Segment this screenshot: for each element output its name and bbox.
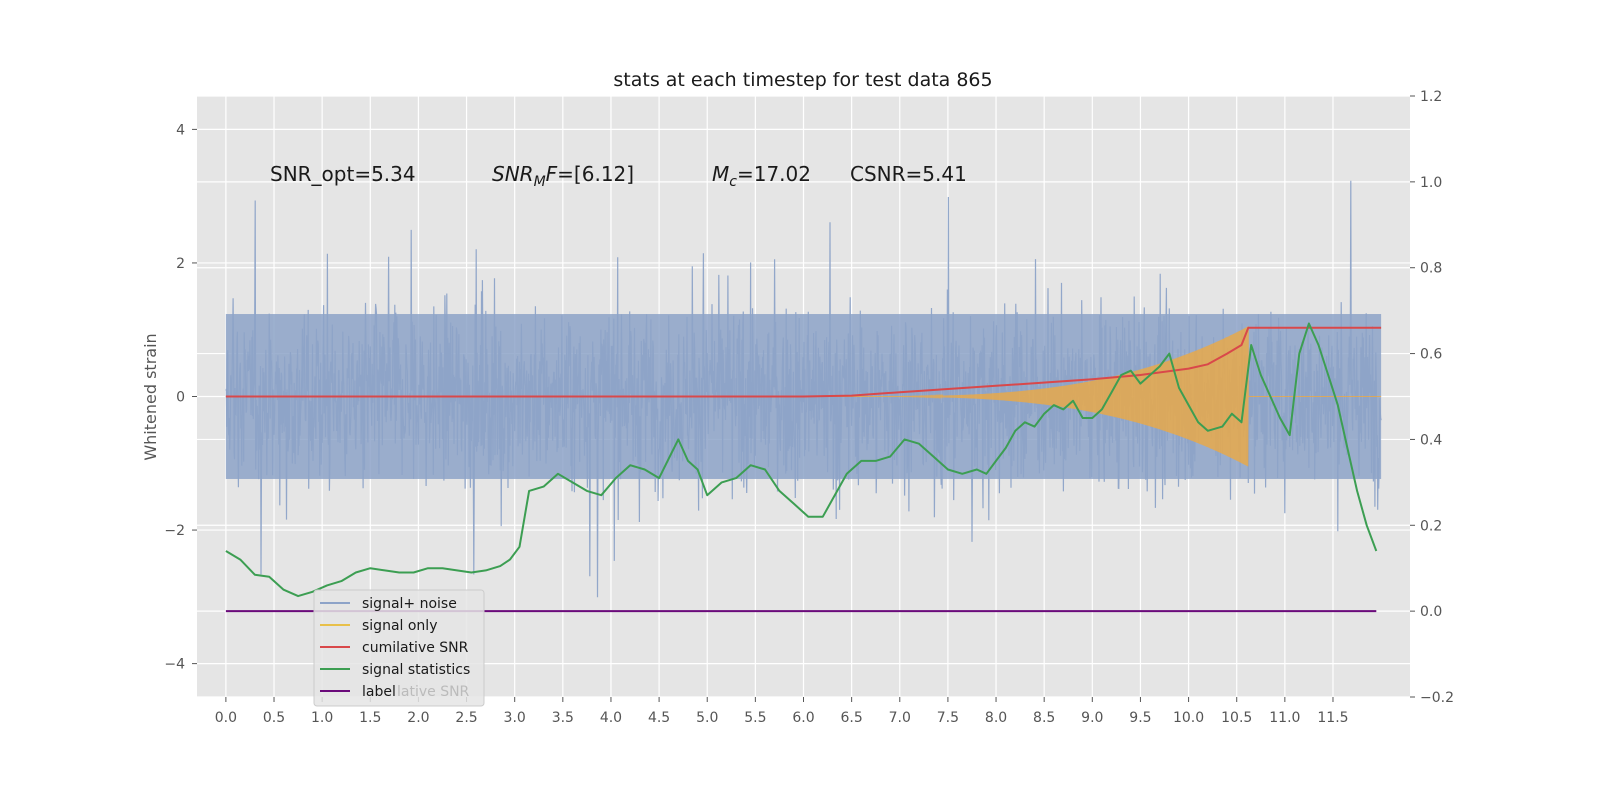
- legend-entry-signal-noise: signal+ noise: [362, 596, 457, 612]
- x-tick-label: 10.0: [1173, 710, 1204, 726]
- y-right-tick-label: 0.0: [1420, 604, 1442, 620]
- x-tick-label: 0.5: [263, 710, 285, 726]
- y-tick-label: 4: [176, 122, 185, 138]
- x-tick-label: 1.5: [359, 710, 381, 726]
- chart-title: stats at each timestep for test data 865: [613, 69, 992, 91]
- x-tick-label: 8.0: [985, 710, 1007, 726]
- x-tick-label: 6.0: [792, 710, 814, 726]
- x-tick-label: 9.0: [1081, 710, 1103, 726]
- x-tick-label: 7.5: [937, 710, 959, 726]
- annotation-mc-value: =17.02: [737, 162, 811, 186]
- y-tick-label: −2: [164, 523, 185, 539]
- legend-entry-signal-only: signal only: [362, 618, 437, 634]
- annotation-csnr: CSNR=5.41: [850, 162, 967, 186]
- x-tick-label: 8.5: [1033, 710, 1055, 726]
- y-right-tick-label: 0.2: [1420, 518, 1442, 534]
- x-tick-label: 4.0: [600, 710, 622, 726]
- x-tick-label: 5.0: [696, 710, 718, 726]
- legend: signal+ noise signal only cumilative SNR…: [313, 589, 485, 707]
- x-tick-label: 0.0: [215, 710, 237, 726]
- y-tick-label: −4: [164, 657, 185, 673]
- x-tick-label: 9.5: [1129, 710, 1151, 726]
- x-tick-label: 6.5: [841, 710, 863, 726]
- x-tick-label: 10.5: [1221, 710, 1252, 726]
- x-tick-label: 4.5: [648, 710, 670, 726]
- annotations: SNR_opt=5.34 SNRMF=[6.12] Mc=17.02 CSNR=…: [270, 162, 967, 190]
- y-right-tick-label: 1.0: [1420, 175, 1442, 191]
- y-axis-label: Whitened strain: [141, 333, 160, 460]
- legend-entry-signal-statistics: signal statistics: [362, 662, 470, 678]
- y-right-tick-label: 1.2: [1420, 89, 1442, 105]
- series-signal-only: [225, 326, 1382, 467]
- y-tick-label: 2: [176, 256, 185, 272]
- cumulative-snr-line: [225, 326, 1382, 398]
- axes: 0.0 0.5 1.0 1.5 2.0 2.5 3.0 3.5 4.0 4.5 5.0 5.5 6.0 6…: [164, 89, 1454, 726]
- x-tick-label: 5.5: [744, 710, 766, 726]
- x-tick-label: 11.0: [1269, 710, 1300, 726]
- y-right-tick-label: −0.2: [1420, 690, 1454, 706]
- x-tick-label: 3.0: [504, 710, 526, 726]
- x-tick-label: 7.0: [889, 710, 911, 726]
- signal-statistics-line: [225, 322, 1378, 598]
- y-right-tick-label: 0.8: [1420, 261, 1442, 277]
- x-tick-label: 3.5: [552, 710, 574, 726]
- annotation-snr-mf-value: =[6.12]: [557, 162, 634, 186]
- annotation-snr-mf-symbol: SNR: [492, 162, 534, 186]
- legend-box: [313, 589, 485, 707]
- x-tick-label: 2.0: [407, 710, 429, 726]
- x-tick-label: 2.5: [455, 710, 477, 726]
- legend-entry-label: label: [362, 684, 396, 700]
- annotation-mc: Mc=17.02: [712, 162, 811, 190]
- annotation-snr-mf: SNRMF=[6.12]: [492, 162, 634, 190]
- x-tick-label: 11.5: [1317, 710, 1348, 726]
- signal-only-trace: [225, 326, 1382, 467]
- y-right-tick-label: 0.6: [1420, 347, 1442, 363]
- annotation-snr-opt: SNR_opt=5.34: [270, 162, 416, 186]
- legend-ghost-text: lative SNR: [397, 684, 470, 700]
- annotation-snr-mf-subscript: M: [534, 174, 546, 190]
- legend-entry-cumulative-snr: cumilative SNR: [362, 640, 469, 656]
- y-tick-label: 0: [176, 390, 185, 406]
- annotation-snr-mf-symbol-2: F: [546, 162, 558, 186]
- annotation-mc-symbol: M: [712, 162, 729, 186]
- annotation-mc-subscript: c: [729, 174, 737, 190]
- y-right-tick-label: 0.4: [1420, 432, 1442, 448]
- x-tick-label: 1.0: [311, 710, 333, 726]
